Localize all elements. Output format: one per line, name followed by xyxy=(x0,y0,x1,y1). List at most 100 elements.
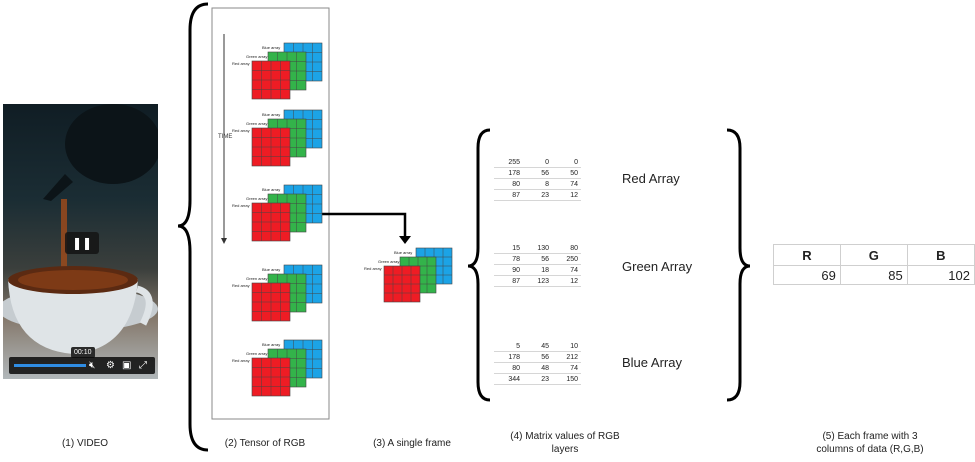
matrix-cell: 23 xyxy=(523,373,552,385)
green-array-label-0: Green array xyxy=(246,54,268,59)
caption-video: (1) VIDEO xyxy=(61,438,109,449)
red-array-table: 255 0 0 178 56 50 80 8 74 87 23 12 xyxy=(494,157,581,201)
matrix-cell: 56 xyxy=(523,167,552,179)
matrix-cell: 56 xyxy=(523,253,552,265)
blue-array-label-3: Blue array xyxy=(262,267,281,272)
rgb-columns-table: R G B 69 85 102 xyxy=(773,244,975,285)
gear-icon[interactable]: ⚙ xyxy=(106,360,115,371)
matrix-cell: 12 xyxy=(552,189,581,201)
left-brace-matrix xyxy=(467,128,491,402)
matrix-row: 80 8 74 xyxy=(494,178,581,190)
caption-tensor: (2) Tensor of RGB xyxy=(224,438,306,449)
matrix-cell: 0 xyxy=(523,157,552,168)
red-array-label-2: Red array xyxy=(232,203,250,208)
matrix-row: 178 56 212 xyxy=(494,351,581,363)
blue-array-label-4: Blue array xyxy=(262,342,281,347)
green-array-label-frame: Green array xyxy=(378,259,400,264)
value-b: 102 xyxy=(906,265,975,285)
green-array-label-2: Green array xyxy=(246,196,268,201)
matrix-cell: 10 xyxy=(552,341,581,352)
matrix-row: 78 56 250 xyxy=(494,253,581,265)
red-array-label-3: Red array xyxy=(232,283,250,288)
red-layer xyxy=(251,282,291,322)
fullscreen-icon[interactable]: ⤢ xyxy=(139,360,147,371)
caption-matrix: (4) Matrix values of RGB layers xyxy=(510,431,620,455)
matrix-cell: 56 xyxy=(523,351,552,363)
matrix-cell: 87 xyxy=(494,275,523,287)
matrix-row: 80 48 74 xyxy=(494,362,581,374)
red-layer xyxy=(251,127,291,167)
red-array-label-4: Red array xyxy=(232,358,250,363)
frame-arrow xyxy=(318,212,407,238)
matrix-cell: 150 xyxy=(552,373,581,385)
matrix-cell: 178 xyxy=(494,351,523,363)
matrix-cell: 5 xyxy=(494,341,523,352)
matrix-cell: 74 xyxy=(552,264,581,276)
matrix-cell: 23 xyxy=(523,189,552,201)
green-array-label: Green Array xyxy=(622,259,693,274)
matrix-row: 255 0 0 xyxy=(494,157,581,168)
matrix-cell: 15 xyxy=(494,243,523,254)
pause-button[interactable]: ❚❚ xyxy=(65,232,99,254)
matrix-cell: 178 xyxy=(494,167,523,179)
green-array-label-3: Green array xyxy=(246,276,268,281)
red-array-label-frame: Red array xyxy=(364,266,382,271)
matrix-cell: 18 xyxy=(523,264,552,276)
time-tooltip: 00:10 xyxy=(71,347,95,358)
matrix-row: 5 45 10 xyxy=(494,341,581,352)
matrix-row: 90 18 74 xyxy=(494,264,581,276)
matrix-row: 15 130 80 xyxy=(494,243,581,254)
matrix-cell: 255 xyxy=(494,157,523,168)
blue-array-label: Blue Array xyxy=(622,355,682,370)
matrix-cell: 123 xyxy=(523,275,552,287)
red-array-label-0: Red array xyxy=(232,61,250,66)
blue-array-label-0: Blue array xyxy=(262,45,281,50)
matrix-row: 87 23 12 xyxy=(494,189,581,201)
progress-bar[interactable] xyxy=(14,364,86,367)
red-array-label: Red Array xyxy=(622,171,680,186)
video-frame-illustration xyxy=(3,104,158,354)
matrix-cell: 130 xyxy=(523,243,552,254)
matrix-row: 87 123 12 xyxy=(494,275,581,287)
green-array-label-1: Green array xyxy=(246,121,268,126)
red-layer xyxy=(383,265,421,303)
matrix-cell: 0 xyxy=(552,157,581,168)
green-array-table: 15 130 80 78 56 250 90 18 74 87 123 12 xyxy=(494,243,581,287)
header-g: G xyxy=(839,244,908,266)
header-b: B xyxy=(906,244,975,266)
caption-frame: (3) A single frame xyxy=(373,438,451,449)
right-brace-matrix xyxy=(726,128,751,402)
picture-in-picture-icon[interactable]: ▣ xyxy=(122,360,132,371)
matrix-cell: 50 xyxy=(552,167,581,179)
matrix-cell: 87 xyxy=(494,189,523,201)
matrix-cell: 74 xyxy=(552,362,581,374)
blue-array-label-frame: Blue array xyxy=(394,250,413,255)
matrix-cell: 80 xyxy=(552,243,581,254)
blue-array-table: 5 45 10 178 56 212 80 48 74 344 23 150 xyxy=(494,341,581,385)
video-player[interactable]: ❚❚ 00:10 🔇︎ ⚙ ▣ ⤢ xyxy=(3,104,158,379)
left-brace-tensor xyxy=(177,2,209,452)
matrix-cell: 80 xyxy=(494,362,523,374)
matrix-cell: 90 xyxy=(494,264,523,276)
value-g: 85 xyxy=(839,265,908,285)
time-label: TIME xyxy=(218,134,233,140)
matrix-cell: 344 xyxy=(494,373,523,385)
matrix-cell: 74 xyxy=(552,178,581,190)
red-layer xyxy=(251,357,291,397)
matrix-row: 178 56 50 xyxy=(494,167,581,179)
red-layer xyxy=(251,60,291,100)
matrix-cell: 48 xyxy=(523,362,552,374)
matrix-cell: 45 xyxy=(523,341,552,352)
blue-array-label-2: Blue array xyxy=(262,187,281,192)
video-control-bar: 🔇︎ ⚙ ▣ ⤢ xyxy=(9,357,155,374)
matrix-cell: 250 xyxy=(552,253,581,265)
red-layer xyxy=(251,202,291,242)
matrix-cell: 80 xyxy=(494,178,523,190)
matrix-row: 344 23 150 xyxy=(494,373,581,385)
matrix-cell: 8 xyxy=(523,178,552,190)
caption-columns: (5) Each frame with 3 columns of data (R… xyxy=(816,431,924,455)
matrix-cell: 12 xyxy=(552,275,581,287)
blue-array-label-1: Blue array xyxy=(262,112,281,117)
mute-icon[interactable]: 🔇︎ xyxy=(89,360,96,371)
